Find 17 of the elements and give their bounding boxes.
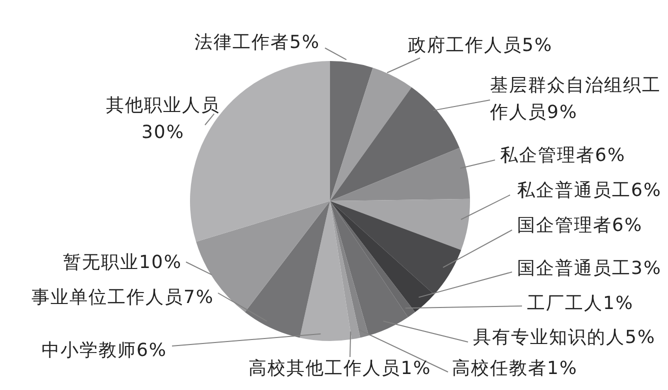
slice-label: 具有专业知识的人5% [473,326,656,348]
slice-label: 高校任教者1% [452,358,578,378]
slice-label: 国企管理者6% [517,214,643,236]
slice-label: 私企管理者6% [500,144,626,166]
slice-label: 事业单位工作人员7% [31,286,214,308]
slice-label: 私企普通员工6% [517,180,662,200]
slice-label: 工厂工人1% [527,292,634,314]
slice-label: 暂无职业10% [62,252,182,272]
data-label: 30% [141,122,185,142]
slice-label: 基层群众自治组织工作人员9% [489,74,661,122]
slice-label: 法律工作者5% [194,32,320,52]
slice-label: 高校其他工作人员1% [248,358,432,378]
slice-label: 国企普通员工3% [517,258,662,278]
slice-label: 中小学教师6% [41,340,167,360]
slice-label: 政府工作人员5% [408,34,553,56]
slice-label: 其他职业人员 [106,94,220,116]
pie-slice [330,148,470,201]
